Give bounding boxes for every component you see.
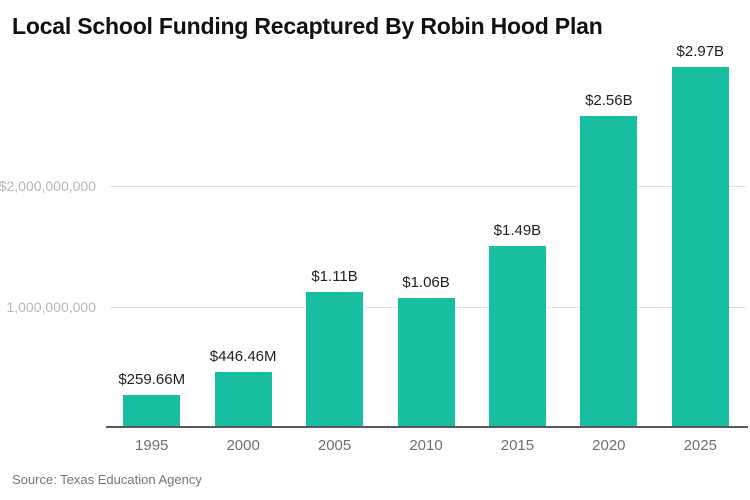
bar-2010 [397, 297, 455, 426]
x-tick-label: 1995 [135, 437, 169, 454]
bar-2025 [671, 66, 729, 426]
x-tick-label: 2005 [317, 437, 352, 454]
bar-value-label: $2.97B [676, 42, 725, 60]
x-axis-line [106, 426, 748, 428]
bar-2020 [580, 116, 638, 426]
bar-value-label: $259.66M [118, 370, 186, 388]
x-tick-label: 2020 [592, 437, 626, 454]
x-tick-label: 2010 [409, 437, 443, 454]
bar-1995 [123, 394, 181, 426]
x-tick-label: 2000 [226, 437, 260, 454]
bar-2000 [214, 371, 272, 426]
y-tick-label: 1,000,000,000 [6, 299, 96, 315]
x-tick-label: 2015 [500, 437, 535, 454]
bar-value-label: $1.06B [402, 273, 450, 291]
bar-value-label: $2.56B [585, 92, 633, 110]
y-tick-label: $2,000,000,000 [0, 178, 96, 194]
bar-value-label: $1.49B [493, 221, 542, 239]
chart-title: Local School Funding Recaptured By Robin… [12, 13, 603, 39]
gridline [110, 186, 746, 187]
source-note: Source: Texas Education Agency [12, 472, 202, 487]
x-tick-label: 2025 [683, 437, 717, 454]
plot-area: $2,000,000,000 1,000,000,000 $259.66M 1995 $… [0, 43, 748, 454]
bar-2005 [306, 291, 364, 426]
bar-value-label: $1.11B [311, 267, 358, 285]
bar-2015 [488, 245, 546, 426]
bar-value-label: $446.46M [209, 347, 277, 365]
